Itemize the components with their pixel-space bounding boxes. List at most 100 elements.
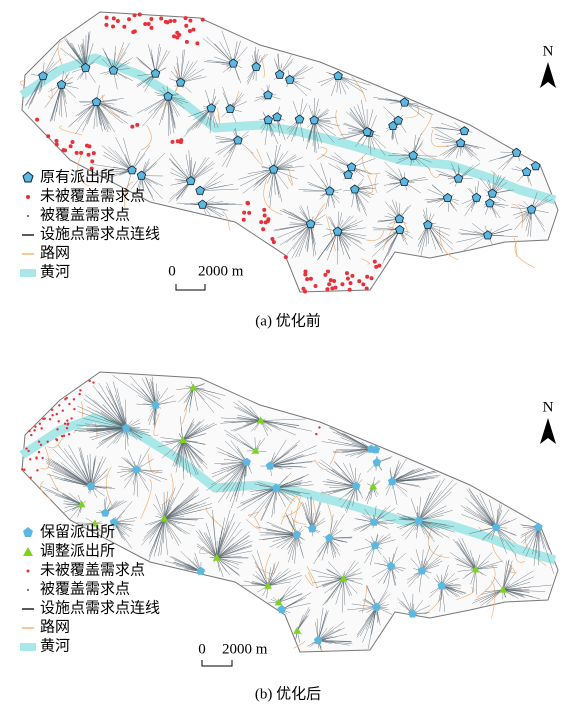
- legend-symbol: [23, 547, 33, 556]
- link-line: [418, 520, 443, 538]
- station: [225, 104, 235, 113]
- link-line: [164, 502, 207, 519]
- link-line: [200, 188, 239, 191]
- station: [263, 115, 273, 125]
- link-line: [479, 492, 497, 528]
- uncovered-point: [104, 22, 109, 27]
- link-line: [276, 487, 296, 502]
- station: [530, 161, 541, 171]
- link-line: [182, 440, 201, 469]
- adjusted-station: [256, 416, 265, 424]
- link-line: [136, 96, 169, 114]
- link-line: [269, 445, 317, 467]
- link-line: [141, 175, 155, 201]
- station: [307, 524, 317, 533]
- link-line: [82, 38, 86, 68]
- uncovered-point: [34, 425, 37, 428]
- link-line: [220, 417, 261, 421]
- station: [423, 219, 433, 229]
- uncovered-point: [184, 39, 189, 44]
- link-line: [291, 223, 311, 259]
- link-line: [165, 439, 183, 444]
- link-line: [441, 585, 466, 594]
- link-line: [186, 387, 194, 407]
- station: [333, 71, 343, 80]
- uncovered-point: [55, 438, 59, 442]
- link-line: [64, 504, 82, 508]
- link-line: [113, 522, 132, 549]
- legend-symbol: [22, 171, 34, 183]
- uncovered-point: [305, 277, 310, 282]
- link-line: [206, 36, 234, 64]
- station: [372, 602, 381, 611]
- link-line: [68, 444, 92, 487]
- link-line: [126, 427, 150, 434]
- link-line: [272, 534, 297, 542]
- link-line: [320, 163, 330, 192]
- station: [393, 115, 403, 125]
- link-line: [273, 157, 303, 170]
- station: [371, 445, 381, 454]
- link-line: [337, 231, 367, 237]
- station: [526, 204, 537, 214]
- legend-symbol: [23, 527, 33, 537]
- link-line: [200, 531, 218, 558]
- link-line: [328, 427, 372, 450]
- link-line: [105, 500, 127, 514]
- link-line: [255, 570, 269, 586]
- link-line: [237, 433, 256, 451]
- link-line: [215, 140, 239, 154]
- link-line: [276, 487, 311, 495]
- link-line: [105, 170, 133, 179]
- station: [487, 188, 498, 198]
- road: [366, 230, 385, 241]
- link-line: [114, 150, 133, 171]
- station: [521, 167, 532, 177]
- link-line: [185, 154, 192, 182]
- uncovered-point: [330, 286, 335, 291]
- link-line: [251, 554, 269, 586]
- uncovered-point: [104, 15, 109, 20]
- link-line: [182, 440, 188, 473]
- link-line: [525, 527, 539, 557]
- map: [19, 371, 559, 653]
- link-line: [313, 578, 344, 584]
- link-line: [182, 423, 195, 441]
- station: [197, 199, 208, 209]
- station: [511, 147, 522, 157]
- link-line: [305, 224, 311, 249]
- link-line: [203, 532, 218, 558]
- station: [442, 193, 453, 203]
- link-line: [318, 640, 352, 643]
- link-line: [182, 421, 202, 441]
- north-arrow: N: [540, 399, 556, 444]
- link-line: [317, 609, 328, 641]
- station: [362, 126, 372, 136]
- road: [40, 445, 50, 470]
- station: [417, 566, 427, 575]
- link-line: [209, 108, 212, 134]
- link-line: [296, 614, 304, 631]
- link-line: [52, 471, 92, 487]
- uncovered-point: [46, 440, 49, 443]
- station: [206, 103, 217, 113]
- link-line: [392, 481, 421, 488]
- link-line: [136, 469, 168, 481]
- uncovered-point: [86, 152, 91, 157]
- link-line: [130, 375, 156, 406]
- uncovered-point: [159, 16, 164, 21]
- road: [221, 211, 230, 231]
- link-line: [216, 521, 230, 558]
- link-line: [258, 534, 297, 541]
- legend: 原有派出所 未被覆盖需求点 被覆盖需求点 设施点需求点连线 路网 黄河: [20, 168, 160, 280]
- legend-symbol: [26, 569, 30, 573]
- link-line: [190, 157, 210, 182]
- link-line: [167, 96, 176, 129]
- link-line: [221, 140, 239, 167]
- uncovered-point: [111, 24, 116, 29]
- link-line: [475, 567, 498, 570]
- link-line: [68, 101, 97, 127]
- link-line: [40, 485, 82, 505]
- link-line: [321, 154, 352, 168]
- link-line: [267, 575, 303, 586]
